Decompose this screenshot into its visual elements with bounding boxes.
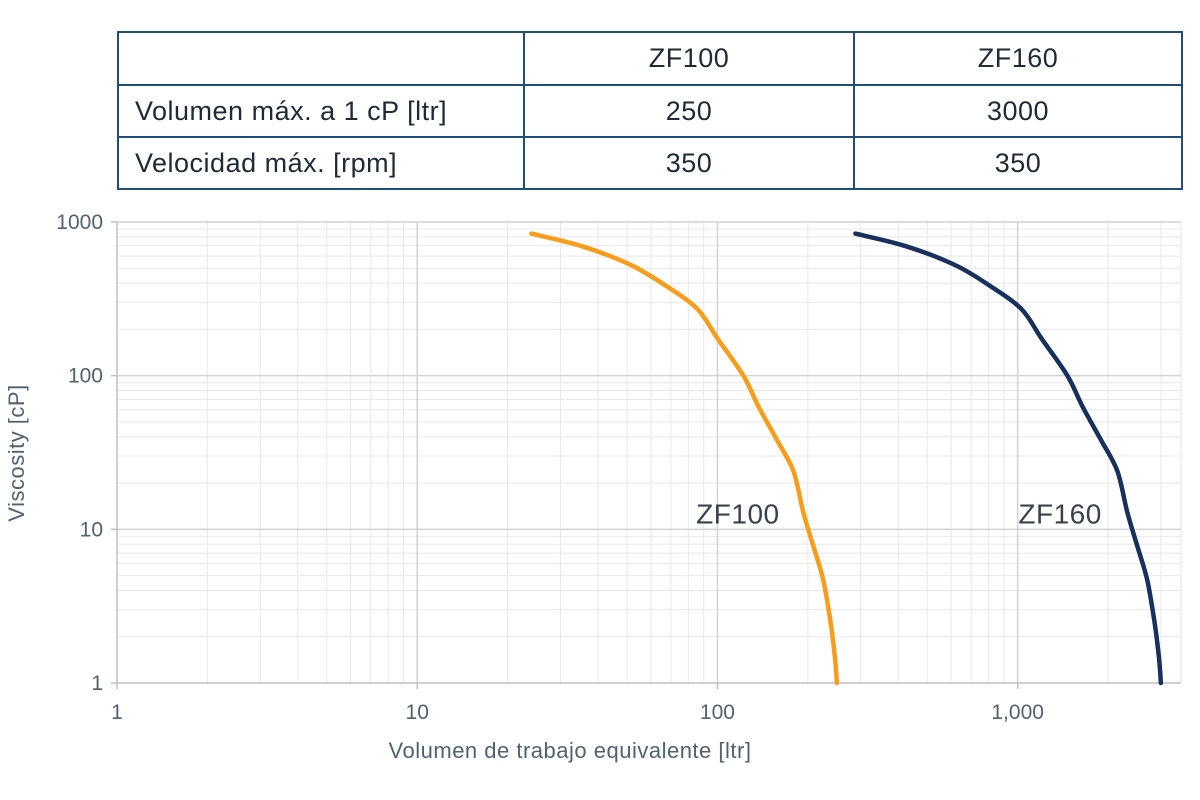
tick-marks: [111, 221, 1019, 689]
table-row: Velocidad máx. [rpm] 350 350: [117, 136, 1183, 190]
volume-zf100-value: 250: [523, 84, 855, 138]
speed-row-label: Velocidad máx. [rpm]: [117, 136, 525, 190]
zf100-curve-label: ZF100: [696, 498, 779, 529]
x-tick-labels: 1 10 100 1,000: [111, 701, 1044, 724]
y-tick-label: 1000: [56, 211, 103, 234]
x-tick-label: 1: [111, 701, 123, 724]
zf100-curve: [529, 231, 840, 686]
y-tick-label: 1: [91, 672, 103, 695]
x-axis-title: Volumen de trabajo equivalente [ltr]: [389, 738, 752, 763]
spec-table-header-zf160: ZF160: [853, 31, 1183, 86]
minor-gridlines: [117, 222, 1182, 683]
table-row: Volumen máx. a 1 cP [ltr] 250 3000: [117, 84, 1183, 138]
volume-zf160-value: 3000: [853, 84, 1183, 138]
spec-table-header-row: ZF100 ZF160: [117, 31, 1183, 86]
x-tick-label: 100: [700, 701, 735, 724]
viscosity-volume-chart: 1 10 100 1,000 1 10 100 1000 ZF100 ZF160 Volum…: [4, 211, 1182, 763]
y-tick-label: 10: [80, 518, 103, 541]
speed-zf160-value: 350: [853, 136, 1183, 190]
y-axis-title: Viscosity [cP]: [4, 384, 29, 521]
spec-table-corner-cell: [117, 31, 525, 86]
y-tick-labels: 1 10 100 1000: [56, 211, 103, 695]
spec-table-header-zf100: ZF100: [523, 31, 855, 86]
axis-lines: [116, 222, 1181, 684]
major-gridlines: [117, 221, 1181, 683]
x-tick-label: 1,000: [991, 701, 1044, 724]
y-tick-label: 100: [68, 365, 103, 388]
x-tick-label: 10: [406, 701, 429, 724]
spec-table: ZF100 ZF160 Volumen máx. a 1 cP [ltr] 25…: [117, 31, 1183, 190]
volume-row-label: Volumen máx. a 1 cP [ltr]: [117, 84, 525, 138]
zf160-curve-label: ZF160: [1018, 498, 1101, 529]
zf160-curve: [853, 231, 1164, 686]
speed-zf100-value: 350: [523, 136, 855, 190]
